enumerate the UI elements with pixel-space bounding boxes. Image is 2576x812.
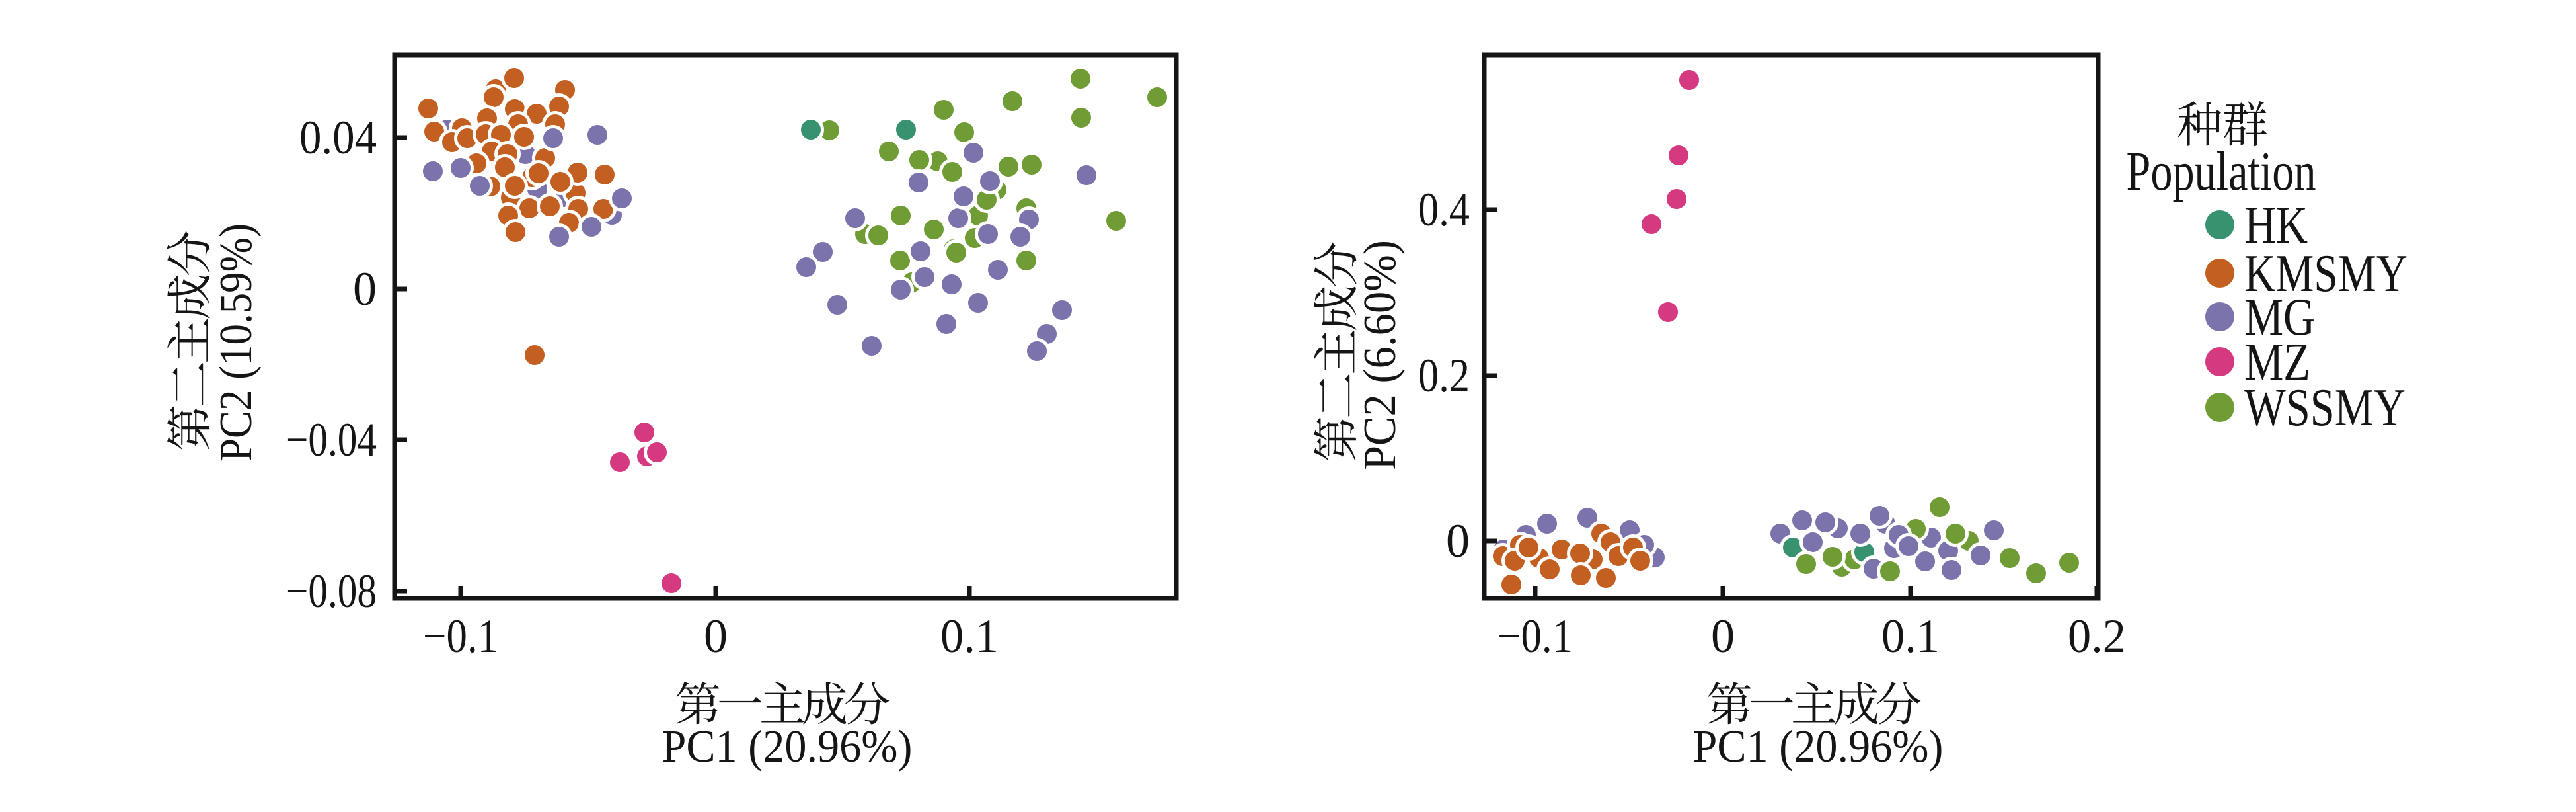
svg-text:−0.04: −0.04: [286, 413, 377, 466]
svg-text:0.2: 0.2: [2068, 610, 2126, 663]
svg-text:0: 0: [1446, 514, 1470, 567]
svg-text:−0.08: −0.08: [286, 565, 377, 618]
svg-text:Population: Population: [2127, 141, 2316, 202]
svg-text:0.2: 0.2: [1418, 349, 1470, 402]
svg-text:MG: MG: [2244, 288, 2315, 346]
svg-text:0: 0: [704, 610, 728, 663]
svg-text:PC2 (10.59%): PC2 (10.59%): [211, 223, 262, 462]
svg-text:PC2 (6.60%): PC2 (6.60%): [1355, 240, 1406, 470]
svg-text:MZ: MZ: [2244, 333, 2310, 391]
svg-text:HK: HK: [2244, 196, 2308, 255]
svg-text:0.04: 0.04: [299, 111, 377, 164]
svg-text:KMSMY: KMSMY: [2244, 245, 2407, 303]
svg-text:0: 0: [1711, 610, 1735, 663]
svg-text:0.1: 0.1: [1881, 610, 1940, 663]
svg-text:−0.1: −0.1: [1497, 610, 1573, 663]
svg-text:0.1: 0.1: [940, 610, 999, 663]
svg-text:0: 0: [353, 263, 377, 315]
svg-text:PC1 (20.96%): PC1 (20.96%): [662, 721, 913, 772]
svg-text:PC1 (20.96%): PC1 (20.96%): [1693, 721, 1944, 772]
svg-text:0.4: 0.4: [1418, 183, 1470, 236]
svg-text:WSSMY: WSSMY: [2244, 379, 2406, 437]
svg-text:−0.1: −0.1: [423, 610, 498, 663]
